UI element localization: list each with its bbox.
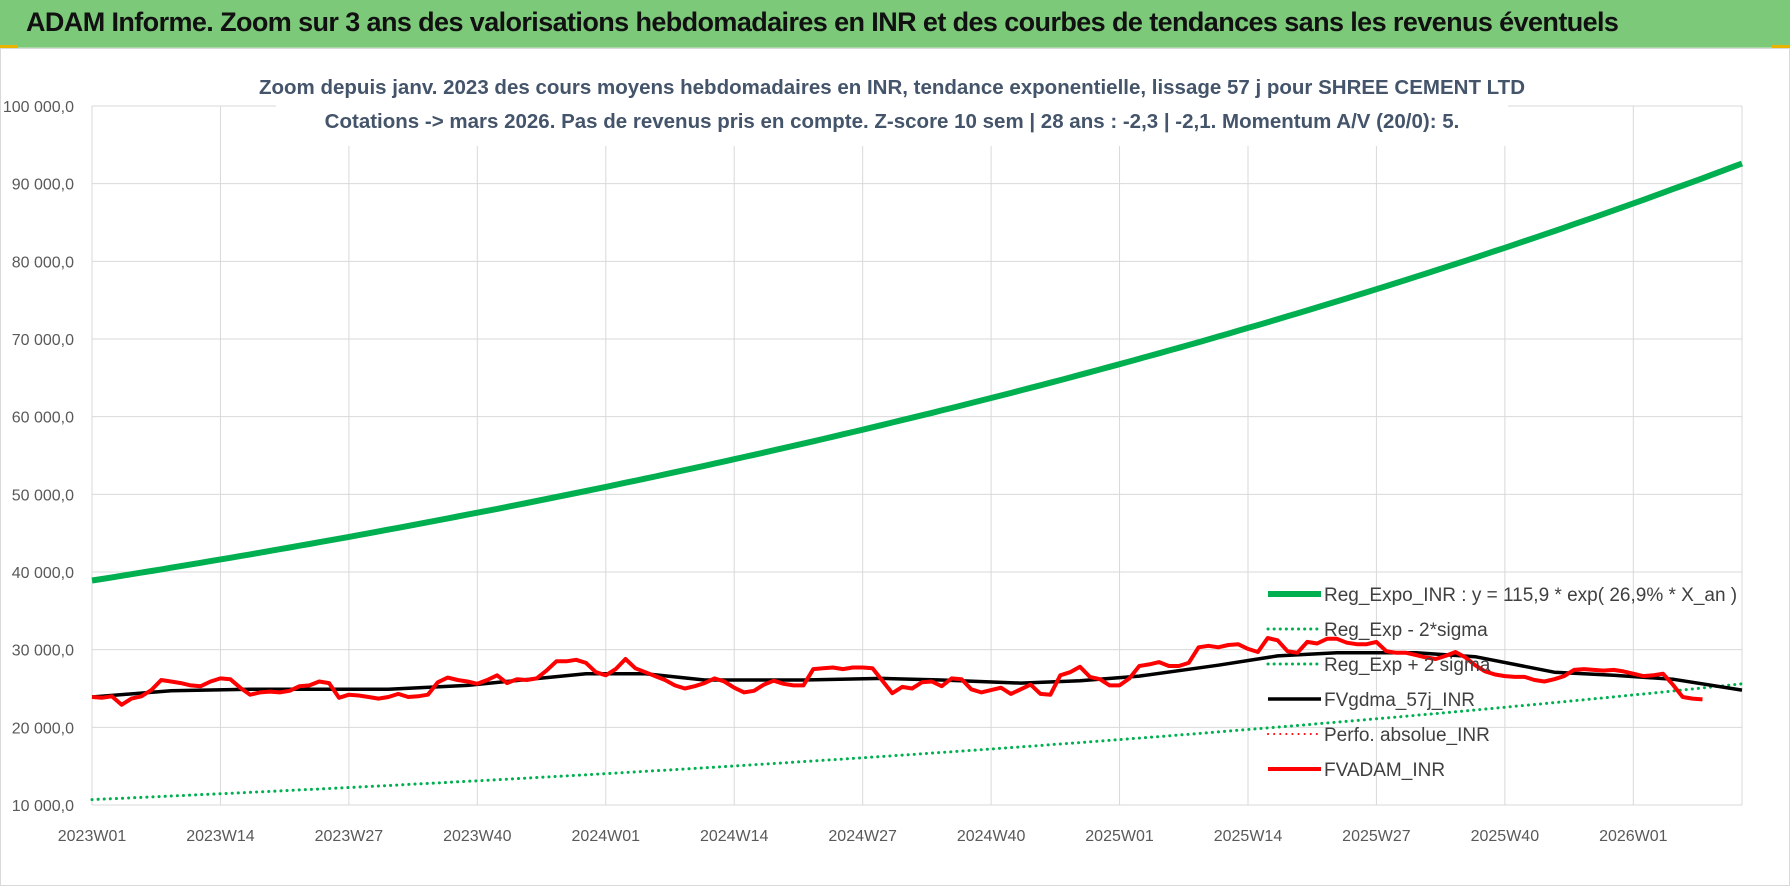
y-tick-label: 80 000,0	[12, 254, 74, 271]
x-tick-label: 2024W40	[957, 828, 1026, 845]
x-tick-label: 2025W40	[1471, 828, 1540, 845]
series-line-reg-expo-inr	[91, 160, 1744, 584]
y-tick-label: 60 000,0	[12, 410, 74, 427]
legend-label: Reg_Exp + 2 sigma	[1324, 655, 1491, 676]
corner-accent-left	[0, 45, 18, 48]
y-tick-label: 50 000,0	[12, 487, 74, 504]
x-tick-label: 2026W01	[1599, 828, 1668, 845]
x-tick-label: 2025W27	[1342, 828, 1411, 845]
chart-legend: Reg_Expo_INR : y = 115,9 * exp( 26,9% * …	[1266, 585, 1737, 781]
report-title: ADAM Informe. Zoom sur 3 ans des valoris…	[26, 7, 1619, 37]
x-tick-label: 2024W01	[572, 828, 641, 845]
legend-label: FVgdma_57j_INR	[1324, 690, 1475, 711]
x-tick-label: 2025W14	[1214, 828, 1283, 845]
y-axis-tick-labels: 10 000,0 20 000,0 30 000,0 40 000,0 50 000,0…	[3, 99, 74, 815]
chart-title-line-1: Zoom depuis janv. 2023 des cours moyens …	[259, 76, 1525, 99]
x-tick-label: 2024W14	[700, 828, 769, 845]
x-tick-label: 2023W14	[186, 828, 255, 845]
y-tick-label: 90 000,0	[12, 177, 74, 194]
chart-series-lines	[90, 160, 1744, 802]
y-tick-label: 100 000,0	[3, 99, 74, 116]
chart-gridlines	[91, 105, 1743, 806]
x-tick-label: 2023W01	[58, 828, 127, 845]
series-line-reg-exp-2-sigma	[90, 682, 1744, 802]
x-tick-label: 2025W01	[1085, 828, 1154, 845]
series-line-fvgdma-57j-inr	[91, 651, 1743, 699]
y-tick-label: 10 000,0	[12, 798, 74, 815]
x-tick-label: 2023W27	[315, 828, 384, 845]
x-axis-tick-labels: 2023W01 2023W14 2023W27 2023W40 2024W01 2024W…	[58, 828, 1668, 845]
legend-label: Reg_Expo_INR : y = 115,9 * exp( 26,9% * …	[1324, 585, 1737, 606]
report-header-bar: ADAM Informe. Zoom sur 3 ans des valoris…	[0, 0, 1790, 48]
x-tick-label: 2024W27	[828, 828, 897, 845]
x-tick-label: 2023W40	[443, 828, 512, 845]
legend-label: FVADAM_INR	[1324, 760, 1445, 781]
y-tick-label: 40 000,0	[12, 565, 74, 582]
legend-label: Perfo. absolue_INR	[1324, 725, 1490, 746]
y-tick-label: 70 000,0	[12, 332, 74, 349]
chart-title-background	[276, 64, 1508, 146]
series-line-fvadam-inr	[91, 636, 1703, 707]
y-tick-label: 30 000,0	[12, 643, 74, 660]
legend-label: Reg_Exp - 2*sigma	[1324, 620, 1488, 641]
chart-title-line-2: Cotations -> mars 2026. Pas de revenus p…	[325, 110, 1460, 133]
y-tick-label: 20 000,0	[12, 720, 74, 737]
corner-accent-right	[1772, 45, 1790, 48]
